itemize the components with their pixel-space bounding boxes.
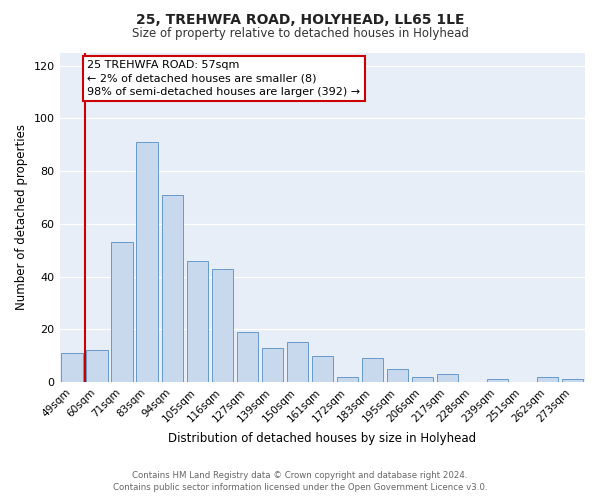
Bar bbox=[337, 376, 358, 382]
Text: 25, TREHWFA ROAD, HOLYHEAD, LL65 1LE: 25, TREHWFA ROAD, HOLYHEAD, LL65 1LE bbox=[136, 12, 464, 26]
Bar bbox=[362, 358, 383, 382]
X-axis label: Distribution of detached houses by size in Holyhead: Distribution of detached houses by size … bbox=[168, 432, 476, 445]
Bar bbox=[562, 380, 583, 382]
Bar bbox=[61, 353, 83, 382]
Bar bbox=[487, 380, 508, 382]
Bar bbox=[136, 142, 158, 382]
Bar bbox=[262, 348, 283, 382]
Bar bbox=[387, 369, 408, 382]
Bar bbox=[86, 350, 108, 382]
Bar bbox=[437, 374, 458, 382]
Bar bbox=[112, 242, 133, 382]
Bar bbox=[187, 260, 208, 382]
Y-axis label: Number of detached properties: Number of detached properties bbox=[15, 124, 28, 310]
Text: Contains HM Land Registry data © Crown copyright and database right 2024.
Contai: Contains HM Land Registry data © Crown c… bbox=[113, 471, 487, 492]
Bar bbox=[236, 332, 258, 382]
Text: Size of property relative to detached houses in Holyhead: Size of property relative to detached ho… bbox=[131, 28, 469, 40]
Bar bbox=[412, 376, 433, 382]
Bar bbox=[311, 356, 333, 382]
Bar bbox=[212, 268, 233, 382]
Text: 25 TREHWFA ROAD: 57sqm
← 2% of detached houses are smaller (8)
98% of semi-detac: 25 TREHWFA ROAD: 57sqm ← 2% of detached … bbox=[87, 60, 360, 97]
Bar bbox=[537, 376, 558, 382]
Bar bbox=[287, 342, 308, 382]
Bar bbox=[161, 195, 183, 382]
